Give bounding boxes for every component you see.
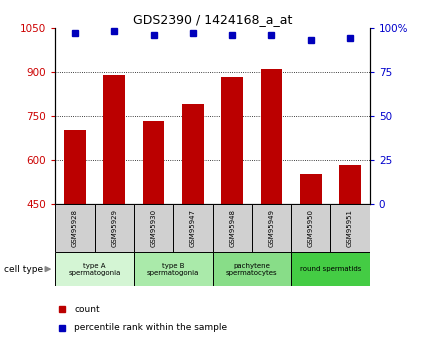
Bar <box>55 204 94 252</box>
Bar <box>173 204 212 252</box>
Bar <box>291 204 331 252</box>
Bar <box>94 204 134 252</box>
Text: type B
spermatogonia: type B spermatogonia <box>147 263 199 276</box>
Bar <box>221 77 243 204</box>
Bar <box>252 204 291 252</box>
Bar <box>212 204 252 252</box>
Text: round spermatids: round spermatids <box>300 266 361 272</box>
Bar <box>64 130 86 204</box>
Text: cell type: cell type <box>4 265 43 274</box>
Bar <box>331 204 370 252</box>
Bar <box>300 174 322 204</box>
Bar <box>134 252 212 286</box>
Text: type A
spermatogonia: type A spermatogonia <box>68 263 121 276</box>
Bar <box>339 165 361 204</box>
Bar <box>291 252 370 286</box>
Text: GSM95950: GSM95950 <box>308 209 314 247</box>
Bar <box>55 252 134 286</box>
Text: count: count <box>74 305 100 314</box>
Text: GSM95948: GSM95948 <box>229 209 235 247</box>
Text: GSM95951: GSM95951 <box>347 209 353 247</box>
Bar <box>143 121 164 204</box>
Bar <box>261 69 282 204</box>
Text: GSM95929: GSM95929 <box>111 209 117 247</box>
Bar <box>134 204 173 252</box>
Text: GSM95930: GSM95930 <box>150 209 156 247</box>
Bar <box>212 252 291 286</box>
Text: GSM95928: GSM95928 <box>72 209 78 247</box>
Text: GSM95947: GSM95947 <box>190 209 196 247</box>
Text: percentile rank within the sample: percentile rank within the sample <box>74 323 227 332</box>
Text: GSM95949: GSM95949 <box>269 209 275 247</box>
Bar <box>182 104 204 204</box>
Text: pachytene
spermatocytes: pachytene spermatocytes <box>226 263 278 276</box>
Title: GDS2390 / 1424168_a_at: GDS2390 / 1424168_a_at <box>133 13 292 27</box>
Bar <box>103 75 125 204</box>
